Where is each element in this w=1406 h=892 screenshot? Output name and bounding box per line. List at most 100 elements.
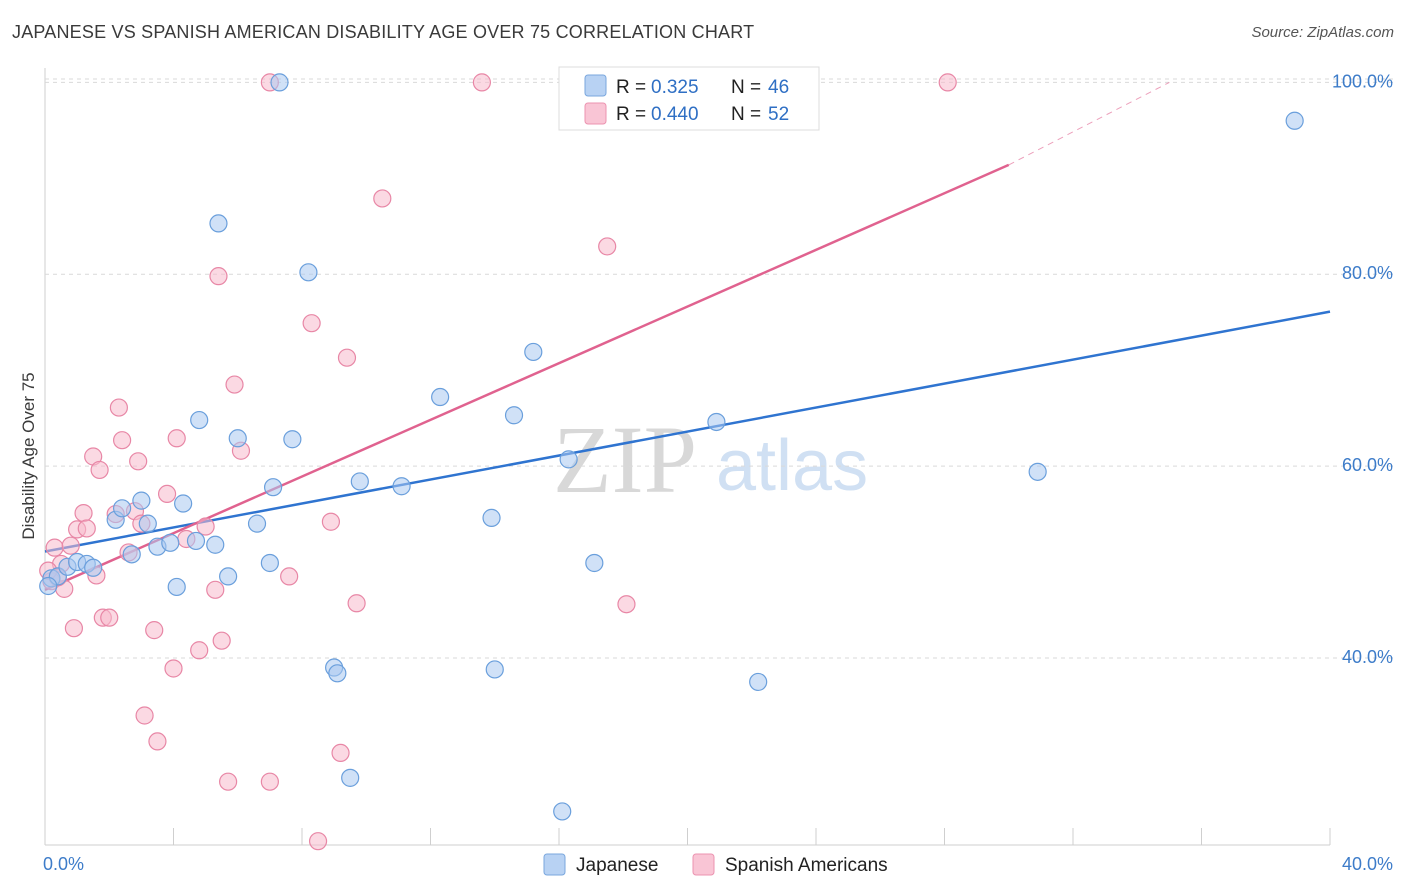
y-tick-label: 40.0% (1342, 647, 1393, 667)
correlation-legend: R = 0.325 N = 46 R = 0.440 N = 52 (558, 66, 820, 131)
point-spanish (280, 567, 299, 586)
point-spanish (90, 460, 109, 480)
point-japanese (328, 664, 347, 683)
point-spanish (617, 595, 636, 614)
point-japanese (504, 406, 524, 425)
gridlines (45, 78, 1393, 659)
point-spanish (938, 73, 957, 92)
point-spanish (212, 631, 231, 650)
y-tick-label: 80.0% (1342, 263, 1393, 283)
point-japanese (585, 553, 604, 573)
point-japanese (482, 508, 501, 527)
x-ticks (44, 828, 1331, 845)
point-japanese (209, 214, 228, 233)
legend-n-label-spanish: N = (731, 104, 761, 125)
point-spanish (472, 73, 491, 92)
point-spanish (135, 706, 154, 725)
point-spanish (219, 772, 238, 791)
point-spanish (225, 375, 244, 394)
point-japanese (186, 531, 206, 551)
point-japanese (39, 576, 58, 596)
point-spanish (100, 608, 119, 627)
y-tick-label: 100.0% (1332, 71, 1393, 91)
point-spanish (347, 594, 366, 613)
point-japanese (270, 73, 289, 92)
trend-line-spanish-extension (1008, 81, 1170, 166)
point-japanese (524, 342, 543, 362)
point-spanish (321, 512, 341, 531)
point-japanese (263, 478, 283, 497)
chart-title: JAPANESE VS SPANISH AMERICAN DISABILITY … (12, 22, 755, 42)
point-japanese (341, 768, 360, 787)
legend-r-value-spanish: 0.440 (651, 104, 699, 125)
point-japanese (260, 553, 279, 573)
point-spanish (196, 517, 215, 536)
point-japanese (206, 535, 225, 554)
legend-swatch-spanish (584, 102, 607, 125)
point-japanese (161, 533, 180, 552)
point-spanish (598, 237, 617, 256)
point-japanese (749, 672, 768, 692)
series-legend-swatch-spanish (692, 853, 715, 876)
legend-r-label-japanese: R = (616, 77, 646, 98)
point-spanish (45, 538, 64, 557)
point-japanese (1285, 111, 1304, 130)
point-japanese (174, 494, 193, 513)
point-spanish (109, 398, 128, 417)
series-legend-swatch-japanese (543, 853, 566, 876)
point-japanese (132, 491, 151, 510)
legend-r-value-japanese: 0.325 (651, 77, 699, 98)
point-japanese (1028, 462, 1047, 481)
point-japanese (283, 430, 302, 449)
point-spanish (77, 519, 96, 538)
legend-r-label-spanish: R = (616, 104, 646, 125)
point-japanese (392, 477, 411, 496)
point-spanish (206, 580, 225, 599)
legend-n-value-japanese: 46 (768, 77, 789, 98)
point-spanish (157, 484, 177, 504)
point-spanish (61, 536, 80, 555)
chart-source: Source: ZipAtlas.com (1251, 24, 1394, 41)
point-spanish (337, 348, 357, 367)
y-tick-labels: 40.0% 60.0% 80.0% 100.0% (1332, 71, 1393, 667)
point-spanish (331, 743, 350, 763)
point-spanish (302, 314, 321, 333)
point-japanese (553, 802, 572, 821)
point-japanese (228, 429, 247, 448)
point-japanese (431, 387, 450, 407)
point-japanese (247, 514, 267, 533)
point-spanish (167, 429, 186, 448)
point-japanese (138, 514, 157, 533)
point-japanese (559, 450, 578, 469)
point-spanish (112, 431, 132, 450)
series-legend-label-japanese: Japanese (576, 855, 658, 876)
point-japanese (122, 545, 141, 564)
point-japanese (190, 410, 209, 430)
point-spanish (308, 832, 328, 851)
legend-swatch-japanese (584, 74, 607, 97)
point-spanish (164, 659, 183, 678)
y-axis-label: Disability Age Over 75 (19, 372, 38, 539)
x-tick-label-max: 40.0% (1342, 854, 1393, 874)
point-spanish (64, 619, 84, 638)
point-spanish (145, 621, 164, 640)
series-legend-label-spanish: Spanish Americans (725, 855, 888, 876)
point-japanese (350, 472, 369, 491)
point-spanish (260, 772, 279, 791)
trend-line-spanish (44, 163, 1010, 591)
point-japanese (84, 558, 103, 577)
point-spanish (74, 503, 93, 523)
point-japanese (219, 567, 238, 586)
point-spanish (373, 189, 392, 208)
trend-lines (44, 81, 1331, 591)
point-japanese (485, 660, 504, 679)
point-japanese (167, 577, 186, 597)
trend-line-japanese (44, 310, 1331, 553)
series-legend: Japanese Spanish Americans (543, 853, 888, 876)
point-spanish (190, 641, 209, 660)
point-japanese (112, 499, 132, 518)
point-japanese (707, 412, 726, 432)
point-spanish (129, 452, 148, 471)
x-tick-label-min: 0.0% (43, 854, 84, 874)
